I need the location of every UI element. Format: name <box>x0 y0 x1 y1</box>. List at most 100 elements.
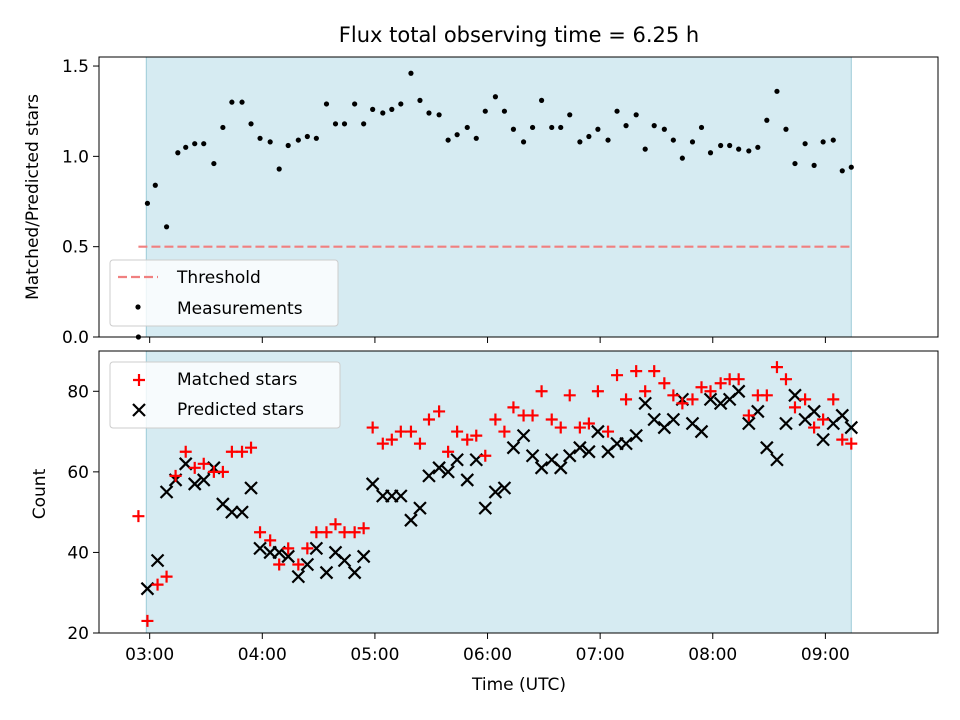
predicted-star-point <box>770 452 784 467</box>
matched-star-point <box>563 389 576 402</box>
measurement-point <box>473 135 479 141</box>
measurement-point <box>586 133 592 140</box>
matched-star-point <box>845 437 858 450</box>
matched-star-point <box>132 510 145 523</box>
predicted-star-point <box>731 384 746 399</box>
legend-threshold-label: Threshold <box>176 268 261 288</box>
predicted-star-point <box>742 416 756 431</box>
top-legend-box <box>109 259 339 327</box>
top-legend: Threshold Measurements <box>109 259 339 327</box>
measurement-point <box>445 137 451 143</box>
matched-star-point <box>225 445 238 458</box>
predicted-star-point <box>525 448 540 463</box>
matched-star-point <box>760 389 773 402</box>
measurement-point <box>792 160 798 167</box>
measurement-point <box>436 112 442 118</box>
matched-star-point <box>554 421 567 434</box>
measurement-point <box>501 108 508 114</box>
predicted-star-point <box>422 469 436 483</box>
matched-star-point <box>676 397 689 410</box>
matched-star-point <box>799 393 812 406</box>
predicted-star-point <box>835 408 850 423</box>
top-x-ticks <box>149 337 826 343</box>
measurement-point <box>707 150 714 156</box>
matched-star-point <box>507 401 520 414</box>
measurement-point <box>183 144 189 150</box>
measurement-point <box>408 70 414 76</box>
measurement-point <box>152 182 158 188</box>
matched-star-point <box>461 433 474 446</box>
measurement-point <box>192 141 198 147</box>
matched-star-point <box>292 558 305 571</box>
x-tick-label: 06:00 <box>463 645 512 665</box>
measurement-point <box>830 137 836 143</box>
measurement-point <box>820 139 826 145</box>
matched-star-point <box>413 437 426 450</box>
matched-star-point <box>422 413 435 426</box>
predicted-star-point <box>404 513 418 527</box>
matched-star-point <box>338 526 351 539</box>
matched-star-point <box>808 421 821 434</box>
measurement-point <box>774 88 780 94</box>
bottom-legend: Matched stars Predicted stars <box>109 361 341 429</box>
measurement-point <box>239 99 245 105</box>
measurement-point <box>163 224 170 230</box>
predicted-star-point <box>365 477 380 491</box>
matched-star-point <box>442 445 455 458</box>
matched-star-point <box>197 457 210 470</box>
predicted-star-point <box>562 448 577 463</box>
measurement-point <box>755 144 761 150</box>
matched-star-point <box>686 393 699 406</box>
predicted-star-point <box>300 557 315 572</box>
matched-star-point <box>836 433 849 446</box>
predicted-star-point <box>337 553 352 568</box>
matched-star-point <box>366 421 379 434</box>
bottom-y-axis-label: Count <box>30 468 50 519</box>
predicted-star-point <box>432 461 446 475</box>
matched-star-point <box>602 425 615 438</box>
predicted-star-point <box>347 565 362 580</box>
measurement-point <box>670 137 676 143</box>
measurement-point <box>510 126 517 132</box>
measurement-point <box>276 166 282 172</box>
matched-star-point <box>658 377 671 390</box>
measurement-point <box>642 146 648 152</box>
measurement-point <box>492 94 499 100</box>
predicted-star-point <box>196 473 211 487</box>
predicted-star-point <box>506 440 521 455</box>
measurement-point <box>220 124 226 131</box>
measurement-point <box>549 124 555 131</box>
predicted-star-point <box>629 428 643 443</box>
legend-matched-swatch <box>133 374 145 386</box>
matched-star-point <box>141 614 154 627</box>
matched-star-point <box>591 385 604 398</box>
predicted-star-point <box>844 420 859 435</box>
measurement-point <box>389 106 395 112</box>
predicted-star-point <box>703 392 718 407</box>
measurement-point <box>464 124 470 131</box>
bottom-y-ticks: 20 40 60 80 <box>67 382 99 644</box>
matched-star-point <box>310 526 323 539</box>
measurement-point <box>538 97 545 103</box>
predicted-star-point <box>140 581 155 596</box>
matched-star-point <box>264 534 277 547</box>
matched-star-point <box>489 413 502 426</box>
matched-star-point <box>301 542 314 555</box>
measurement-point <box>370 106 376 112</box>
predicted-star-point <box>713 396 728 411</box>
matched-star-point <box>348 526 361 539</box>
matched-star-point <box>394 425 407 438</box>
top-plot-frame <box>98 56 939 338</box>
matched-star-point <box>470 429 483 442</box>
x-tick-label: 04:00 <box>238 645 287 665</box>
x-tick-label: 09:00 <box>801 645 850 665</box>
measurement-point <box>398 101 404 107</box>
matched-star-point <box>169 469 182 482</box>
matched-star-point <box>535 385 548 398</box>
legend-matched-label: Matched stars <box>177 370 297 390</box>
matched-star-point <box>827 393 840 406</box>
matched-star-point <box>188 461 201 474</box>
measurement-point <box>529 124 536 131</box>
predicted-star-point <box>253 541 267 556</box>
